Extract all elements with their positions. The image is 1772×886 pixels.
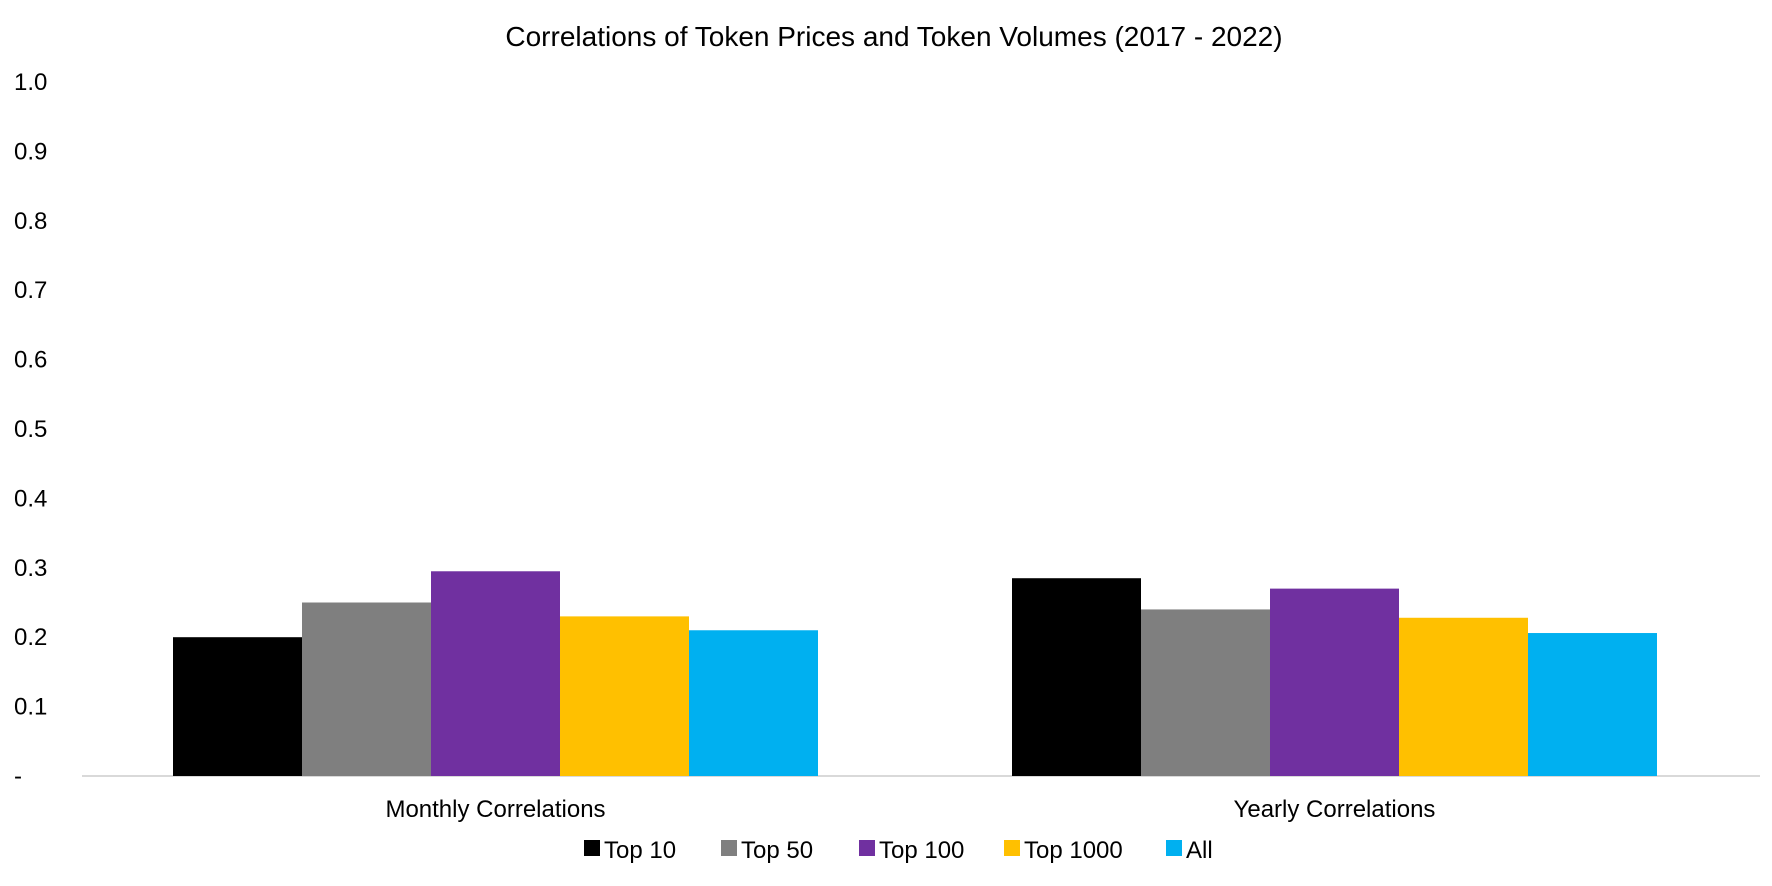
legend-item: Top 1000 [1004,837,1123,864]
x-axis: Monthly Correlations Yearly Correlations [385,796,1435,823]
legend-label: All [1186,837,1213,864]
bar-top-10-yearly [1012,578,1141,776]
bar-top-1000-yearly [1399,617,1528,776]
legend-swatch [859,840,875,856]
y-tick-label: 1.0 [14,69,47,96]
y-tick-label: 0.6 [14,347,47,374]
legend-item: Top 100 [859,837,964,864]
legend-label: Top 10 [604,837,676,864]
bar-top-50-yearly [1141,609,1270,776]
legend-swatch [721,840,737,856]
y-tick-label: 0.1 [14,694,47,721]
legend-label: Top 1000 [1024,837,1123,864]
bar-top-100-monthly [431,571,560,776]
legend-swatch [1166,840,1182,856]
y-axis: - 0.1 0.2 0.3 0.4 0.5 0.6 0.7 0.8 0.9 1.0 [14,69,47,790]
legend: Top 10 Top 50 Top 100 Top 1000 All [584,837,1213,864]
y-tick-label: 0.3 [14,555,47,582]
bar-top-10-monthly [173,637,302,776]
y-tick-label: 0.8 [14,208,47,235]
x-category-label: Monthly Correlations [385,796,605,823]
x-category-label: Yearly Correlations [1234,796,1436,823]
y-tick-label: 0.4 [14,485,47,512]
chart-title: Correlations of Token Prices and Token V… [505,21,1282,52]
bar-all-yearly [1528,633,1657,776]
bar-top-100-yearly [1270,588,1399,776]
legend-swatch [1004,840,1020,856]
bars-group [173,571,1657,776]
legend-item: Top 10 [584,837,676,864]
y-tick-label: 0.9 [14,138,47,165]
legend-label: Top 50 [741,837,813,864]
bar-all-monthly [689,630,818,776]
bar-top-1000-monthly [560,616,689,776]
legend-label: Top 100 [879,837,964,864]
legend-swatch [584,840,600,856]
y-tick-label: - [14,763,22,790]
y-tick-label: 0.2 [14,624,47,651]
bar-top-50-monthly [302,602,431,776]
legend-item: All [1166,837,1213,864]
y-tick-label: 0.7 [14,277,47,304]
y-tick-label: 0.5 [14,416,47,443]
legend-item: Top 50 [721,837,813,864]
